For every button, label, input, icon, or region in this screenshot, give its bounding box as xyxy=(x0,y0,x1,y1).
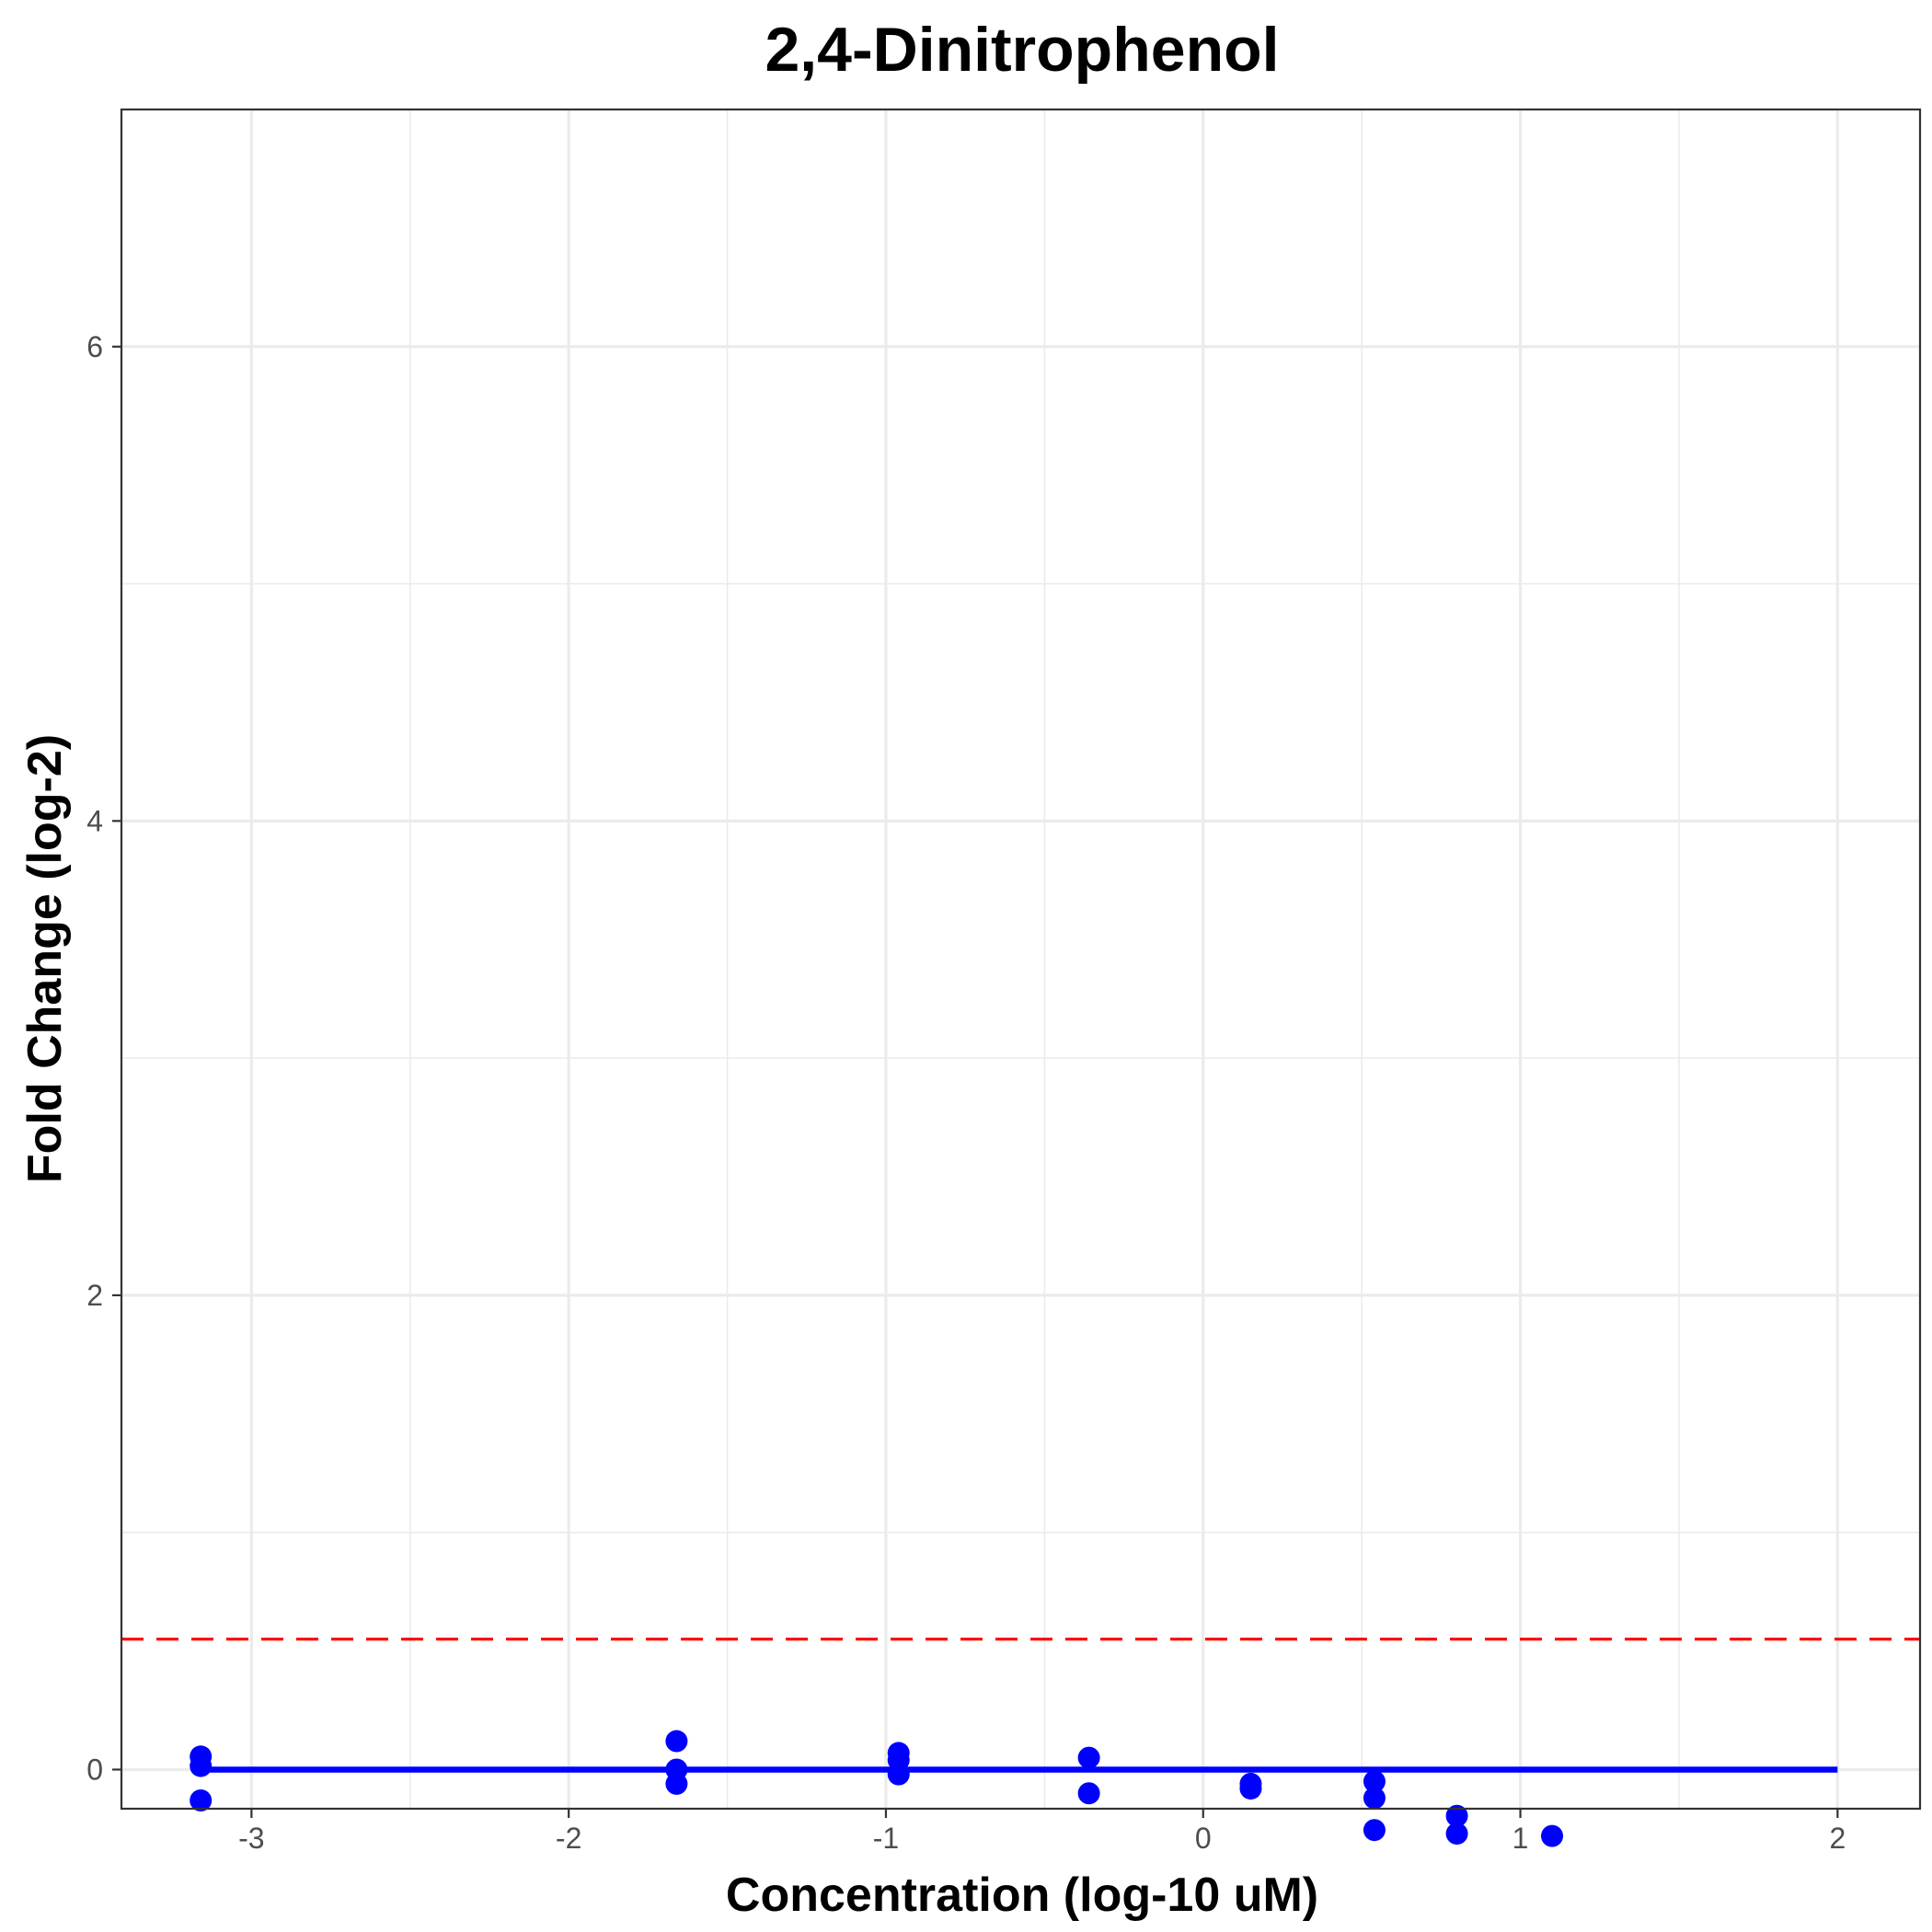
data-point xyxy=(665,1772,688,1795)
data-point xyxy=(190,1754,213,1777)
y-tick-label: 4 xyxy=(86,804,103,837)
data-point xyxy=(190,1788,213,1811)
y-axis-title: Fold Change (log-2) xyxy=(18,734,72,1183)
x-tick-label: 1 xyxy=(1512,1822,1529,1855)
data-point xyxy=(887,1763,910,1786)
x-tick-label: -1 xyxy=(873,1822,899,1855)
data-point xyxy=(1541,1824,1564,1847)
grid-layer xyxy=(121,109,1920,1809)
data-point xyxy=(1077,1782,1100,1805)
x-tick-label: -3 xyxy=(238,1822,264,1855)
data-point xyxy=(1363,1819,1386,1842)
x-axis: -3 -2 -1 0 1 2 xyxy=(238,1809,1846,1855)
x-tick-label: 0 xyxy=(1195,1822,1212,1855)
plot-panel-border xyxy=(120,108,1922,1811)
data-point xyxy=(1363,1787,1386,1810)
y-tick-label: 0 xyxy=(86,1753,103,1786)
data-point xyxy=(1445,1823,1468,1846)
y-axis: 0 2 4 6 xyxy=(86,330,121,1786)
y-tick-label: 6 xyxy=(86,330,103,363)
data-point xyxy=(665,1730,688,1753)
data-point xyxy=(1445,1804,1468,1827)
data-point xyxy=(1077,1746,1100,1769)
data-point xyxy=(1239,1777,1262,1800)
chart-title: 2,4-Dinitrophenol xyxy=(765,15,1279,85)
data-points-layer xyxy=(190,1730,1564,1847)
x-axis-title: Concentration (log-10 uM) xyxy=(726,1869,1318,1922)
x-tick-label: 2 xyxy=(1829,1822,1846,1855)
data-point xyxy=(1363,1770,1386,1793)
y-tick-label: 2 xyxy=(86,1279,103,1312)
x-tick-label: -2 xyxy=(556,1822,581,1855)
